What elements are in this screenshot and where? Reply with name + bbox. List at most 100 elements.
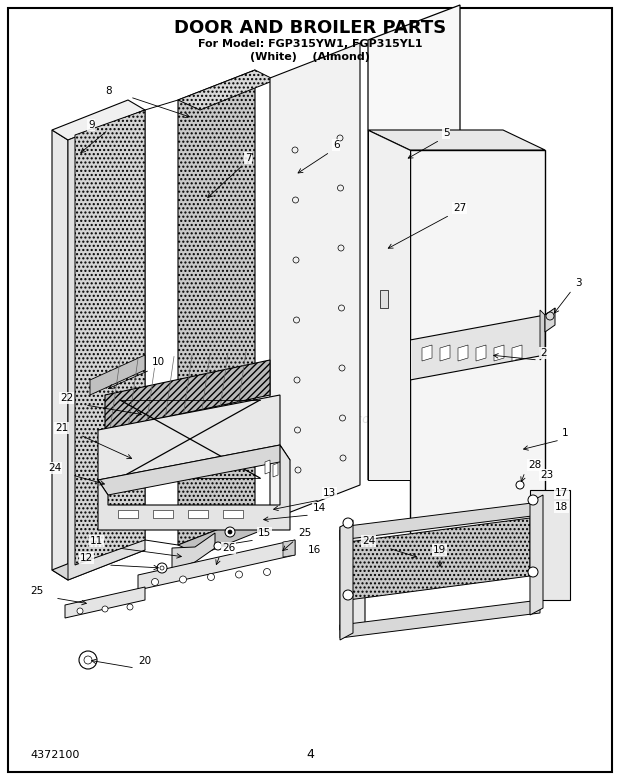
Polygon shape [340, 520, 353, 640]
Text: 15: 15 [258, 528, 272, 538]
Text: For Model: FGP315YW1, FGP315YL1: For Model: FGP315YW1, FGP315YL1 [198, 39, 422, 49]
Circle shape [236, 571, 242, 578]
Polygon shape [368, 130, 545, 150]
Polygon shape [458, 345, 468, 361]
Polygon shape [545, 308, 555, 332]
Bar [223, 510, 243, 518]
Bar [118, 510, 138, 518]
Polygon shape [340, 525, 365, 630]
Polygon shape [512, 345, 522, 361]
Text: 20: 20 [138, 656, 151, 666]
Polygon shape [422, 345, 432, 361]
Circle shape [151, 579, 159, 586]
Text: 6: 6 [333, 140, 340, 150]
Circle shape [208, 573, 215, 580]
Text: 19: 19 [433, 545, 446, 555]
Text: 9: 9 [88, 120, 95, 130]
Text: 11: 11 [90, 536, 104, 546]
Polygon shape [273, 463, 278, 477]
Circle shape [516, 481, 524, 489]
Text: 18: 18 [555, 502, 569, 512]
Text: 23: 23 [540, 470, 553, 480]
Polygon shape [178, 515, 275, 555]
Text: 28: 28 [528, 460, 541, 470]
Text: 12: 12 [80, 553, 93, 563]
Text: 24: 24 [362, 536, 375, 546]
Circle shape [343, 590, 353, 600]
Text: 4372100: 4372100 [30, 750, 79, 760]
Bar [395, 240, 407, 265]
Polygon shape [68, 110, 145, 580]
Polygon shape [440, 345, 450, 361]
Bar [153, 510, 173, 518]
Polygon shape [530, 490, 570, 600]
Circle shape [180, 576, 187, 583]
Text: 24: 24 [48, 463, 61, 473]
Polygon shape [265, 460, 270, 474]
Polygon shape [75, 110, 145, 565]
Polygon shape [368, 5, 460, 480]
Polygon shape [98, 445, 290, 530]
Polygon shape [348, 518, 530, 600]
Bar [380, 290, 388, 308]
Circle shape [528, 567, 538, 577]
Circle shape [343, 518, 353, 528]
Text: 25: 25 [30, 586, 43, 596]
Polygon shape [178, 70, 275, 110]
Polygon shape [340, 600, 540, 638]
Polygon shape [368, 130, 410, 480]
Bar [188, 510, 208, 518]
Text: 13: 13 [323, 488, 336, 498]
Polygon shape [65, 587, 145, 618]
Circle shape [528, 495, 538, 505]
Polygon shape [52, 540, 145, 580]
Circle shape [264, 569, 270, 576]
Text: 2: 2 [540, 348, 547, 358]
Polygon shape [98, 395, 280, 480]
Text: 1: 1 [562, 428, 569, 438]
Polygon shape [270, 43, 360, 520]
Text: 17: 17 [555, 488, 569, 498]
Text: 16: 16 [308, 545, 321, 555]
Circle shape [228, 530, 232, 534]
Polygon shape [494, 345, 504, 361]
Polygon shape [540, 310, 545, 360]
Circle shape [77, 608, 83, 614]
Text: 4: 4 [306, 749, 314, 761]
Text: 10: 10 [152, 357, 165, 367]
Text: (White)    (Almond): (White) (Almond) [250, 52, 370, 62]
Circle shape [127, 604, 133, 610]
Polygon shape [105, 360, 270, 430]
Polygon shape [52, 100, 145, 140]
Polygon shape [178, 70, 255, 545]
Polygon shape [410, 150, 545, 570]
Circle shape [102, 606, 108, 612]
Polygon shape [172, 533, 215, 570]
Circle shape [214, 542, 222, 550]
Polygon shape [138, 540, 295, 590]
Text: 5: 5 [443, 128, 449, 138]
Text: 21: 21 [55, 423, 68, 433]
Text: ReplacementParts.com: ReplacementParts.com [237, 413, 383, 427]
Circle shape [225, 527, 235, 537]
Text: 8: 8 [105, 86, 112, 96]
Text: 25: 25 [298, 528, 311, 538]
Polygon shape [283, 540, 295, 557]
Text: 14: 14 [313, 503, 326, 513]
Text: 7: 7 [245, 153, 252, 163]
Polygon shape [98, 445, 290, 495]
Text: 27: 27 [453, 203, 466, 213]
Text: 22: 22 [60, 393, 73, 403]
Text: 26: 26 [222, 543, 235, 553]
Polygon shape [476, 345, 486, 361]
Polygon shape [90, 355, 145, 395]
Circle shape [79, 651, 97, 669]
Circle shape [157, 563, 167, 573]
Polygon shape [410, 315, 545, 380]
Polygon shape [530, 495, 543, 615]
Polygon shape [340, 502, 540, 540]
Polygon shape [52, 130, 68, 580]
Text: DOOR AND BROILER PARTS: DOOR AND BROILER PARTS [174, 19, 446, 37]
Text: 3: 3 [575, 278, 582, 288]
Circle shape [84, 656, 92, 664]
